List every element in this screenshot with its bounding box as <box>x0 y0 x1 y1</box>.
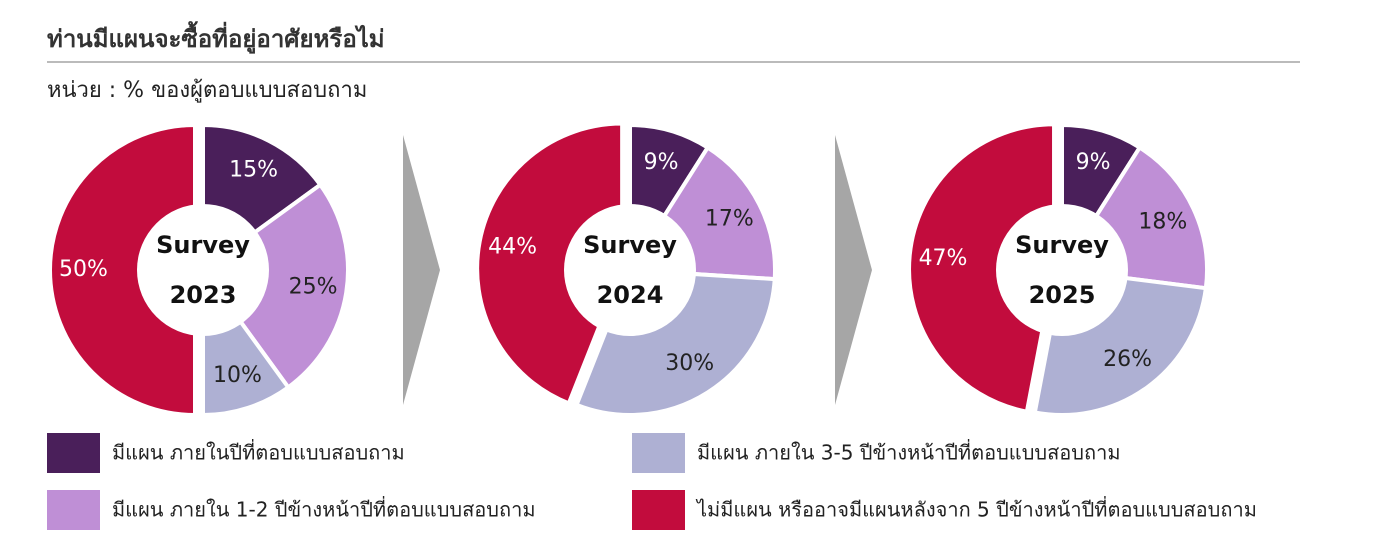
center-label: Survey <box>1015 231 1109 259</box>
value-label: 44% <box>488 235 537 260</box>
subtitle: หน่วย : % ของผู้ตอบแบบสอบถาม <box>47 78 367 103</box>
legend-label: มีแผน ภายใน 3-5 ปีข้างหน้าปีที่ตอบแบบสอบ… <box>697 439 1121 465</box>
value-label: 25% <box>289 274 338 299</box>
center-label: 2023 <box>170 281 237 309</box>
pie-slice <box>475 121 625 406</box>
value-label: 10% <box>213 363 262 388</box>
center-label: 2024 <box>597 281 664 309</box>
value-label: 26% <box>1103 347 1152 372</box>
title: ท่านมีแผนจะซื้อที่อยู่อาศัยหรือไม่ <box>47 20 385 54</box>
center-label: Survey <box>583 231 677 259</box>
value-label: 50% <box>59 257 108 282</box>
value-label: 18% <box>1138 210 1187 235</box>
legend-label: มีแผน ภายในปีที่ตอบแบบสอบถาม <box>112 439 405 465</box>
legend-label: มีแผน ภายใน 1-2 ปีข้างหน้าปีที่ตอบแบบสอบ… <box>112 496 536 522</box>
center-label: Survey <box>156 231 250 259</box>
arrow <box>835 135 872 405</box>
donut-hole <box>996 204 1128 336</box>
value-label: 15% <box>229 158 278 183</box>
arrow <box>403 135 440 405</box>
center-label: 2025 <box>1029 281 1096 309</box>
value-label: 47% <box>919 246 968 271</box>
donut-hole <box>564 204 696 336</box>
legend-swatch <box>47 490 100 530</box>
value-label: 30% <box>665 351 714 376</box>
legend-swatch <box>47 433 100 473</box>
legend-swatch <box>632 490 685 530</box>
pie-slice <box>48 122 197 418</box>
value-label: 17% <box>705 206 754 231</box>
pie-slice <box>200 181 350 391</box>
pie-slice <box>907 122 1057 415</box>
value-label: 9% <box>644 150 679 175</box>
value-label: 9% <box>1076 150 1111 175</box>
legend-swatch <box>632 433 685 473</box>
donut-hole <box>137 204 269 336</box>
legend-label: ไม่มีแผน หรืออาจมีแผนหลังจาก 5 ปีข้างหน้… <box>695 496 1257 522</box>
